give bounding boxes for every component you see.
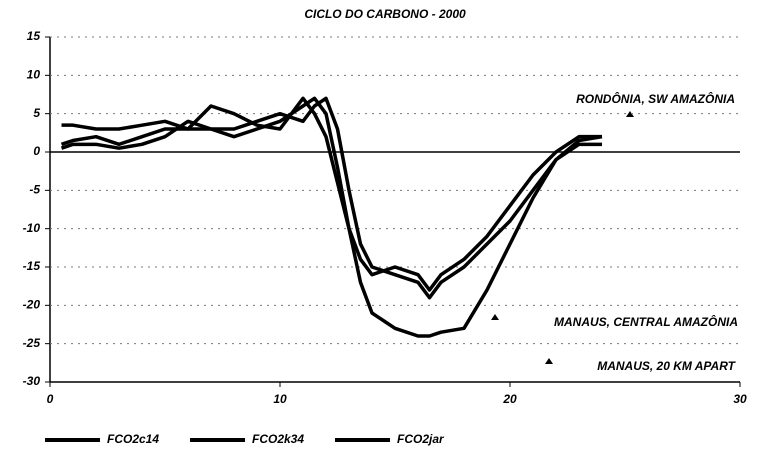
series-line — [60, 96, 602, 338]
y-tick-label: -10 — [23, 221, 41, 235]
series-line — [61, 96, 602, 292]
annotation-marker — [491, 314, 499, 320]
x-tick-label: 20 — [502, 392, 517, 406]
y-tick-label: -25 — [23, 336, 41, 350]
annotation: RONDÔNIA, SW AMAZÔNIA — [576, 91, 735, 106]
annotation-marker — [545, 358, 553, 364]
y-tick-label: -20 — [23, 298, 41, 312]
series-line — [60, 96, 603, 300]
legend-label: FCO2c14 — [107, 432, 159, 446]
y-tick-label: -5 — [29, 183, 40, 197]
chart-title: CICLO DO CARBONO - 2000 — [304, 7, 466, 21]
y-tick-label: 15 — [27, 29, 41, 43]
y-tick-label: 0 — [33, 144, 40, 158]
annotation: MANAUS, 20 KM APART — [597, 359, 736, 373]
annotation: MANAUS, CENTRAL AMAZÔNIA — [554, 314, 738, 329]
x-tick-label: 0 — [47, 392, 54, 406]
y-tick-label: -15 — [23, 259, 41, 273]
y-tick-label: -30 — [23, 374, 41, 388]
x-tick-label: 10 — [273, 392, 287, 406]
y-tick-label: 5 — [33, 106, 40, 120]
y-tick-label: 10 — [27, 68, 41, 82]
x-tick-label: 30 — [733, 392, 747, 406]
legend-label: FCO2jar — [397, 432, 445, 446]
annotation-marker — [626, 111, 634, 117]
legend-label: FCO2k34 — [252, 432, 304, 446]
